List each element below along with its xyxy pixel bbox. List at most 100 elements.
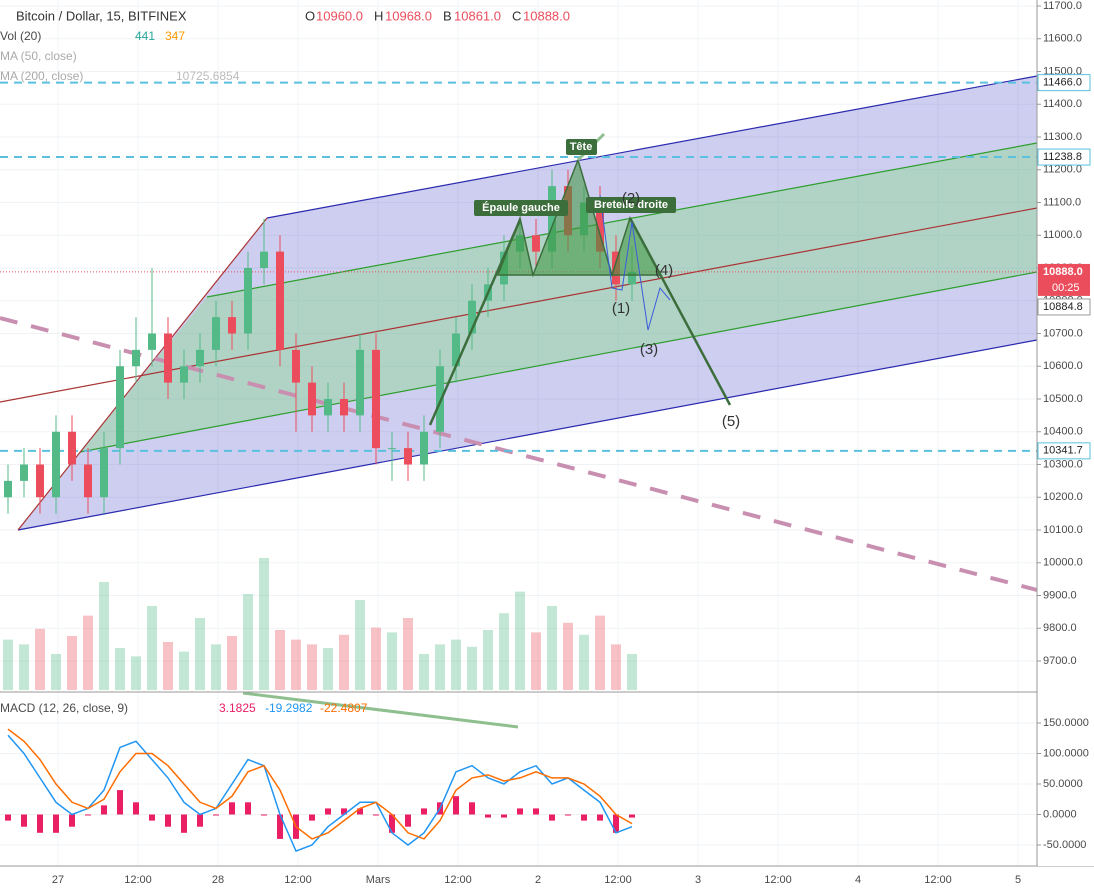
price-label: 10884.8 <box>1043 301 1083 313</box>
candle-body <box>404 448 412 465</box>
y-tick-label: 11200.0 <box>1043 164 1082 176</box>
candle-body <box>372 349 380 449</box>
candle-body <box>196 349 204 367</box>
countdown: 00:25 <box>1052 282 1080 294</box>
x-tick-label: 12:00 <box>764 874 792 886</box>
volume-bar <box>515 591 525 690</box>
macd-value: -19.2982 <box>265 701 313 715</box>
levels <box>0 81 1037 452</box>
histogram-bar <box>629 814 635 818</box>
x-tick-label: 12:00 <box>604 874 632 886</box>
macd-line <box>7 728 633 840</box>
volume-bar <box>563 622 573 690</box>
candle-body <box>100 448 108 498</box>
volume-bar <box>467 646 477 690</box>
wave-label: (1) <box>612 300 630 317</box>
ohlc-key: C <box>512 8 521 23</box>
x-tick-label: 12:00 <box>124 874 152 886</box>
wave-line <box>599 194 671 331</box>
histogram-bar <box>533 808 539 815</box>
histogram-bar <box>341 808 347 815</box>
histogram-bar <box>613 814 619 833</box>
price-label: 10341.7 <box>1043 445 1083 457</box>
wave-label: (4) <box>655 262 673 279</box>
histogram-bar <box>485 814 491 818</box>
volume-bar <box>3 639 13 690</box>
price-label-box <box>1037 298 1091 316</box>
wave-label: (5) <box>722 413 740 430</box>
y-tick-label: 10600.0 <box>1043 360 1083 372</box>
price-label-box <box>1037 148 1091 166</box>
candle-body <box>420 431 428 465</box>
volume-bar <box>115 648 125 690</box>
volume-bar <box>179 651 189 690</box>
macd-value: 3.1825 <box>219 701 256 715</box>
volume-bar <box>227 636 237 690</box>
y-tick-label: 10500.0 <box>1043 393 1083 405</box>
histogram-bar <box>581 814 587 821</box>
candle-body <box>116 366 124 449</box>
histogram-bar <box>5 814 11 821</box>
candle-body <box>276 251 284 350</box>
x-tick-label: 12:00 <box>924 874 952 886</box>
volume-bar <box>99 582 109 690</box>
candle-body <box>260 251 268 268</box>
projection-line <box>628 217 732 406</box>
volume-bar <box>323 648 333 690</box>
y-tick-label: 10300.0 <box>1043 458 1083 470</box>
divergence-line <box>242 691 519 729</box>
candle-body <box>212 317 220 350</box>
volume-bar <box>595 615 605 690</box>
ohlc-value: 10861.0 <box>454 8 501 23</box>
candle-body <box>20 464 28 481</box>
candle-body <box>84 464 92 498</box>
candle-body <box>340 399 348 416</box>
x-tick-label: 12:00 <box>284 874 312 886</box>
volume-bar <box>579 634 589 690</box>
histogram-bar <box>325 808 331 815</box>
histogram-bar <box>357 808 363 815</box>
x-tick-label: 2 <box>535 874 541 886</box>
volume-bar <box>147 606 157 690</box>
histogram-bar <box>421 808 427 815</box>
histogram-bar <box>277 814 283 839</box>
volume-bar <box>371 627 381 690</box>
y-tick-label: 50.0000 <box>1043 778 1083 790</box>
channel-line <box>206 142 1038 298</box>
y-tick-label: 10200.0 <box>1043 491 1083 503</box>
candle-body <box>36 464 44 498</box>
ma-title: MA (200, close) <box>0 69 83 83</box>
histogram-bar <box>597 814 603 821</box>
histogram-bar <box>229 802 235 815</box>
candle-body <box>132 349 140 367</box>
x-tick-label: 3 <box>695 874 701 886</box>
histogram-bar <box>85 814 91 816</box>
histogram-bar <box>21 814 27 827</box>
channel-line <box>17 339 1038 531</box>
y-tick-label: 11100.0 <box>1043 196 1081 208</box>
histogram-bar <box>453 796 459 815</box>
candle-body <box>180 366 188 383</box>
volume-bar <box>435 644 445 690</box>
histogram-bar <box>405 814 411 827</box>
ohlc-key: H <box>374 8 383 23</box>
y-tick-label: 10700.0 <box>1043 327 1083 339</box>
candle-body <box>68 431 76 465</box>
histogram-bar <box>165 814 171 827</box>
channel-line <box>79 271 1038 453</box>
price-axis <box>1038 0 1094 866</box>
histogram-bar <box>373 814 379 816</box>
y-tick-label: 10000.0 <box>1043 557 1083 569</box>
histogram-bar <box>149 814 155 821</box>
price-label-box <box>1037 74 1091 92</box>
y-tick-label: 10400.0 <box>1043 426 1083 438</box>
volume-title: Vol (20) <box>0 29 41 43</box>
ma-value: 10725.6854 <box>176 69 240 83</box>
volume-bar <box>419 654 429 690</box>
volume-bar <box>499 613 509 690</box>
y-tick-label: 150.0000 <box>1043 717 1089 729</box>
histogram-bar <box>69 814 75 827</box>
ohlc-header: O 10960.0 H 10968.0 B 10861.0 C 10888.0 <box>305 8 570 23</box>
candle-body <box>596 202 604 252</box>
price-label-box <box>1038 263 1090 296</box>
